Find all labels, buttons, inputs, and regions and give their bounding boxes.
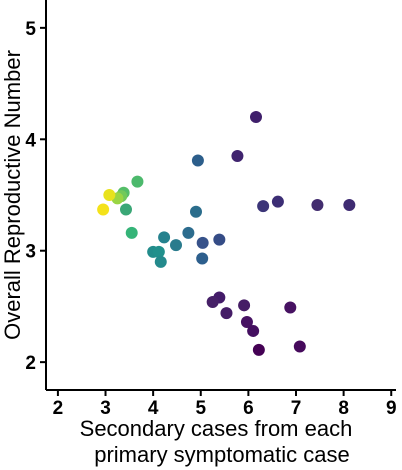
x-tick-label: 5 [195,398,206,419]
data-point [170,239,182,252]
data-point [97,203,110,216]
x-axis-title-line-1: Secondary cases from each [80,416,353,441]
data-point [191,154,204,167]
data-point [231,150,244,162]
data-point [252,343,265,356]
data-point [213,233,226,246]
y-tick-label: 2 [25,353,36,374]
y-tick-label: 3 [25,242,36,263]
data-point [247,324,260,337]
y-tick-label: 4 [25,130,36,151]
data-point [220,307,233,320]
data-point [103,189,116,201]
axes-layer [45,0,396,391]
x-tick-label: 3 [100,398,111,419]
data-point [154,255,167,268]
x-tick-label: 9 [386,398,397,419]
data-point [240,316,253,329]
points-layer [97,111,356,356]
x-tick-label: 4 [148,398,159,419]
y-axis-title: Overall Reproductive Number [0,50,25,340]
x-axis-title-line-2: primary symptomatic case [94,442,350,467]
data-point [190,205,202,218]
data-point [196,236,209,249]
data-point [158,231,171,244]
x-tick-label: 8 [338,398,349,419]
y-tick-label: 5 [25,19,36,40]
data-point [120,203,132,216]
data-point [284,301,297,314]
x-tick-label: 2 [53,398,64,419]
x-tick-label: 7 [291,398,302,419]
data-point [343,199,356,212]
x-tick-label: 6 [243,398,254,419]
data-point [182,226,195,239]
data-point [125,226,138,239]
data-point [271,195,284,208]
data-point [311,199,324,212]
data-point [152,245,165,258]
data-point [257,200,270,213]
data-point [250,111,262,123]
data-point [293,340,306,353]
x-ticks: 2 3 4 5 6 7 8 9 [53,390,397,419]
y-ticks: 2 3 4 5 [25,19,46,374]
data-point [131,175,144,188]
data-point [238,299,251,312]
data-point [196,252,209,265]
data-point [206,295,219,308]
